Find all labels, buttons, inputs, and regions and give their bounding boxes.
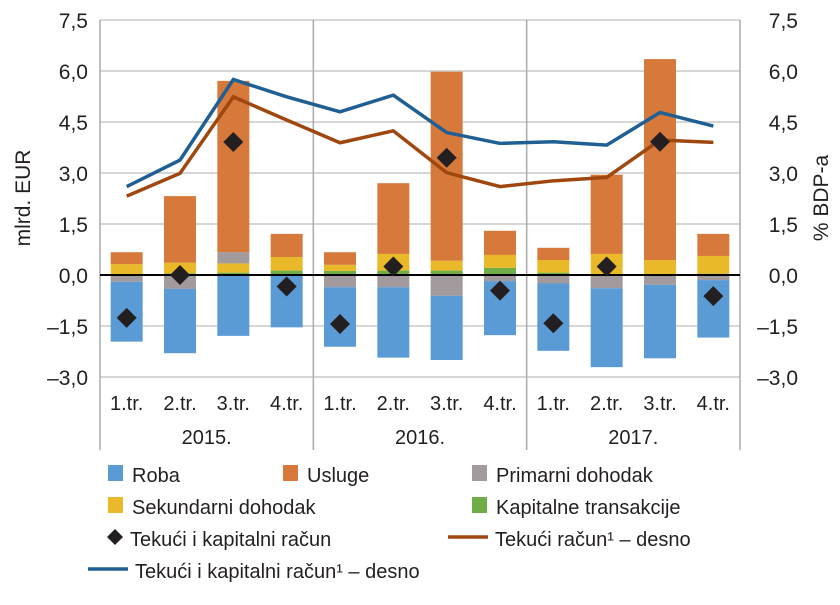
bar-usluge [111, 252, 143, 264]
bar-sekundarni [697, 256, 729, 274]
x-tick-label: 4.tr. [270, 393, 303, 415]
y-tick-label-left: 7,5 [59, 10, 88, 33]
bar-roba [377, 287, 409, 357]
line-tk_line [127, 80, 714, 187]
y-tick-label-right: 1,5 [769, 214, 798, 237]
legend: Roba Usluge Primarni dohodak Sekundarni doh… [88, 465, 691, 583]
x-tick-label: 2.tr. [163, 393, 196, 415]
year-label: 2017. [608, 427, 658, 449]
legend-label: Tekući i kapitalni račun¹ – desno [135, 561, 420, 583]
bar-usluge [644, 59, 676, 260]
x-tick-label: 3.tr. [217, 393, 250, 415]
bar-usluge [697, 234, 729, 256]
legend-swatch-diamond [107, 529, 123, 545]
bar-roba [431, 296, 463, 360]
bar-sekundarni [217, 263, 249, 272]
markers [117, 132, 724, 334]
y-tick-label-right: –3,0 [757, 367, 798, 390]
legend-swatch-usluge [283, 465, 298, 481]
legend-label: Primarni dohodak [496, 465, 654, 487]
bar-usluge [377, 183, 409, 254]
bar-primarni [537, 275, 569, 284]
axes: 7,5 7,5 6,0 6,0 4,5 4,5 3,0 3,0 1,5 1,5 0,0 0,0 –1,5… [47, 10, 798, 449]
bar-usluge [271, 234, 303, 257]
legend-swatch-sekundarni [108, 497, 123, 513]
x-tick-label: 4.tr. [483, 393, 516, 415]
bar-roba [591, 288, 623, 367]
bar-usluge [164, 196, 196, 263]
bar-primarni [644, 275, 676, 285]
bar-roba [644, 285, 676, 358]
bar-primarni [217, 252, 249, 263]
bar-sekundarni [644, 260, 676, 274]
y-axis-title-right: % BDP-a [810, 155, 833, 242]
x-tick-label: 1.tr. [537, 393, 570, 415]
legend-label: Usluge [307, 465, 369, 487]
legend-swatch-kapitalne [472, 497, 487, 513]
y-tick-label-right: 0,0 [769, 265, 798, 288]
bar-sekundarni [271, 257, 303, 271]
bar-primarni [431, 275, 463, 296]
bar-usluge [324, 252, 356, 265]
legend-label: Tekući i kapitalni račun [130, 529, 331, 551]
bar-primarni [377, 275, 409, 287]
bar-sekundarni [111, 264, 143, 275]
bar-primarni [591, 275, 623, 288]
lines [127, 80, 714, 197]
y-tick-label-left: 0,0 [59, 265, 88, 288]
legend-swatch-primarni [472, 465, 487, 481]
bar-usluge [484, 231, 516, 255]
x-tick-label: 1.tr. [110, 393, 143, 415]
x-tick-label: 2.tr. [377, 393, 410, 415]
y-tick-label-left: 4,5 [59, 112, 88, 135]
bar-sekundarni [537, 260, 569, 273]
y-tick-label-right: 4,5 [769, 112, 798, 135]
legend-label: Tekući račun¹ – desno [495, 529, 691, 551]
year-label: 2015. [182, 427, 232, 449]
y-axis-title-left: mlrd. EUR [12, 150, 35, 247]
bar-usluge [217, 81, 249, 252]
y-tick-label-left: –3,0 [47, 367, 88, 390]
y-tick-label-right: –1,5 [757, 316, 798, 339]
bar-primarni [111, 275, 143, 282]
x-tick-label: 2.tr. [590, 393, 623, 415]
bars [100, 59, 740, 367]
y-tick-label-right: 6,0 [769, 61, 798, 84]
y-tick-label-left: 1,5 [59, 214, 88, 237]
bar-primarni [324, 275, 356, 287]
legend-swatch-roba [108, 465, 123, 481]
bar-sekundarni [324, 265, 356, 271]
bar-roba [164, 289, 196, 353]
legend-label: Sekundarni dohodak [132, 497, 316, 519]
x-tick-label: 1.tr. [323, 393, 356, 415]
bar-usluge [537, 248, 569, 260]
y-tick-label-left: –1,5 [47, 316, 88, 339]
y-tick-label-right: 3,0 [769, 163, 798, 186]
bar-usluge [591, 175, 623, 254]
y-tick-label-left: 3,0 [59, 163, 88, 186]
y-tick-label-right: 7,5 [769, 10, 798, 33]
legend-label: Roba [132, 465, 181, 487]
year-label: 2016. [395, 427, 445, 449]
bar-roba [217, 275, 249, 336]
legend-label: Kapitalne transakcije [496, 497, 681, 519]
bar-sekundarni [431, 261, 463, 271]
x-tick-label: 3.tr. [430, 393, 463, 415]
y-tick-label-left: 6,0 [59, 61, 88, 84]
bar-kapitalne [484, 268, 516, 275]
bar-sekundarni [484, 255, 516, 268]
x-tick-label: 3.tr. [643, 393, 676, 415]
x-tick-label: 4.tr. [697, 393, 730, 415]
